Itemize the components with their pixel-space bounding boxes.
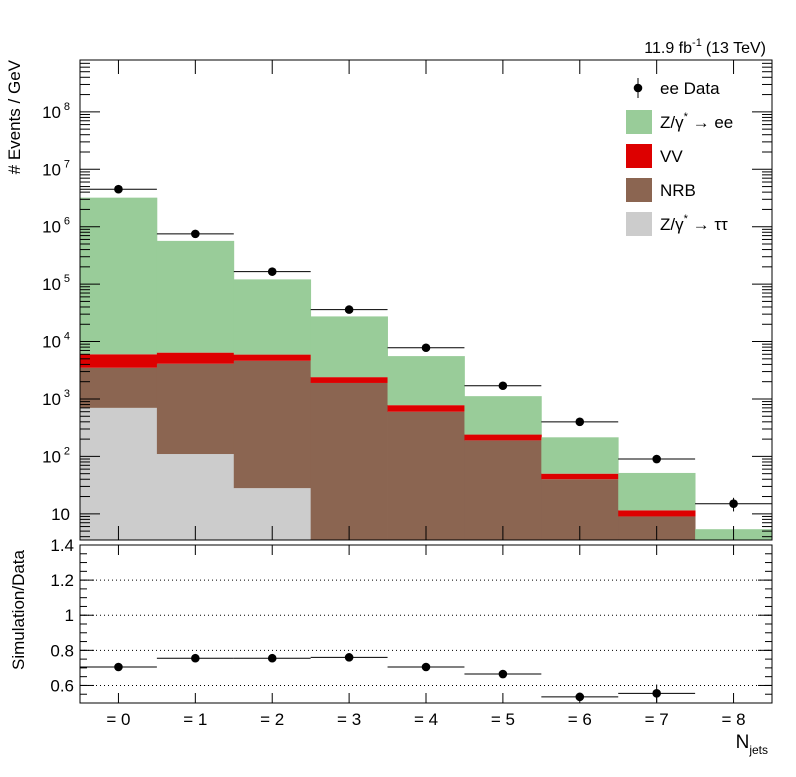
data-point-0	[114, 184, 123, 194]
legend-marker-data	[633, 83, 643, 93]
bar-vv-5	[464, 434, 542, 441]
y-tick-label: 10	[42, 275, 61, 294]
y-tick-exponent: 3	[64, 388, 70, 400]
bar-vv-1	[156, 352, 235, 364]
x-tick-label: = 5	[491, 710, 515, 729]
data-point-8	[729, 499, 738, 509]
ratio-y-tick-label: 0.8	[50, 641, 74, 660]
bar-zee-5	[464, 396, 542, 435]
luminosity-label: 11.9 fb-1 (13 TeV)	[644, 37, 766, 57]
ratio-point-4	[421, 662, 431, 672]
data-point-3	[344, 305, 354, 314]
legend-swatch-vv	[626, 144, 652, 168]
y-tick-label: 10	[42, 103, 61, 122]
ratio-y-tick-label: 1.2	[50, 571, 74, 590]
x-tick-label: = 3	[337, 710, 361, 729]
x-tick-label: = 7	[645, 710, 669, 729]
stack-fills	[80, 197, 773, 540]
legend-swatch-nrb	[626, 178, 652, 202]
ratio-point-2	[267, 653, 277, 663]
x-tick-label: = 0	[106, 710, 130, 729]
bar-zee-1	[156, 240, 235, 353]
data-point-6	[575, 417, 585, 427]
bar-nrb-2	[233, 360, 312, 489]
ratio-y-axis: 0.6 0.8 1 1.2 1.4	[50, 536, 772, 704]
bar-nrb-4	[387, 411, 465, 540]
y-tick-exponent: 7	[64, 158, 70, 170]
y-tick-exponent: 2	[64, 445, 70, 457]
ratio-point-5	[498, 669, 508, 679]
y-tick-label: 10	[51, 505, 70, 524]
x-tick-label: = 8	[722, 710, 746, 729]
legend: ee Data Z/γ* → ee VV NRB Z/γ* → ττ	[626, 78, 733, 236]
data-point-1	[191, 229, 200, 239]
y-tick-label: 10	[42, 333, 61, 352]
bar-nrb-1	[156, 363, 235, 455]
legend-label-zee: Z/γ* → ee	[660, 111, 733, 132]
x-tick-label: = 6	[568, 710, 592, 729]
y-tick-label: 10	[42, 218, 61, 237]
bar-zee-2	[233, 279, 312, 355]
ratio-point-1	[191, 653, 200, 663]
ratio-x-axis: = 0 = 1 = 2 = 3 = 4 = 5 = 6 = 7 = 8	[106, 545, 746, 729]
legend-label-nrb: NRB	[660, 181, 696, 200]
bar-zee-3	[310, 316, 388, 378]
data-point-5	[498, 381, 508, 391]
x-axis-title: Njets	[736, 732, 768, 757]
ratio-y-tick-label: 1	[65, 606, 74, 625]
data-point-2	[267, 267, 277, 276]
ratio-points	[80, 653, 696, 703]
ratio-point-0	[114, 662, 123, 672]
bar-vv-4	[387, 405, 465, 412]
bar-zee-0	[80, 197, 158, 355]
legend-label-data: ee Data	[660, 79, 720, 98]
legend-label-vv: VV	[660, 147, 683, 166]
bar-nrb-5	[464, 440, 542, 540]
y-tick-label: 10	[42, 447, 61, 466]
legend-swatch-zee	[626, 110, 652, 134]
x-tick-label: = 1	[183, 710, 207, 729]
main-x-ticks	[117, 60, 735, 540]
bar-zee-6	[541, 437, 619, 474]
bar-vv-6	[541, 473, 619, 480]
ratio-panel: 0.60.811.21.4 = 0 = 1 = 2 = 3 = 4 = 5 = 6 = 7 = …	[9, 536, 773, 757]
ratio-y-axis-title: Simulation/Data	[9, 549, 28, 670]
bar-zee-4	[387, 356, 465, 406]
data-point-7	[652, 454, 661, 464]
bar-tautau-1	[156, 454, 235, 540]
y-tick-exponent: 4	[64, 331, 70, 343]
bar-vv-0	[80, 354, 158, 368]
bar-nrb-3	[310, 382, 388, 540]
ratio-y-tick-label: 1.4	[50, 536, 74, 555]
ratio-y-tick-label: 0.6	[50, 676, 74, 695]
y-tick-exponent: 5	[64, 273, 70, 285]
bar-nrb-0	[80, 367, 158, 408]
legend-swatch-tautau	[626, 212, 652, 236]
ratio-point-3	[344, 653, 354, 662]
y-tick-exponent: 8	[64, 101, 70, 113]
bar-zee-7	[618, 472, 696, 511]
legend-label-tautau: Z/γ* → ττ	[660, 213, 728, 234]
bar-vv-2	[233, 354, 312, 361]
y-tick-exponent: 6	[64, 216, 70, 228]
x-tick-label: = 4	[414, 710, 438, 729]
bar-vv-7	[618, 510, 696, 517]
bar-tautau-0	[80, 407, 158, 540]
y-tick-label: 10	[42, 160, 61, 179]
data-points	[80, 184, 772, 512]
bar-vv-3	[310, 377, 388, 383]
x-tick-label: = 2	[260, 710, 284, 729]
data-point-4	[421, 343, 431, 353]
main-y-axis-title: # Events / GeV	[5, 59, 24, 174]
y-tick-label: 10	[42, 390, 61, 409]
